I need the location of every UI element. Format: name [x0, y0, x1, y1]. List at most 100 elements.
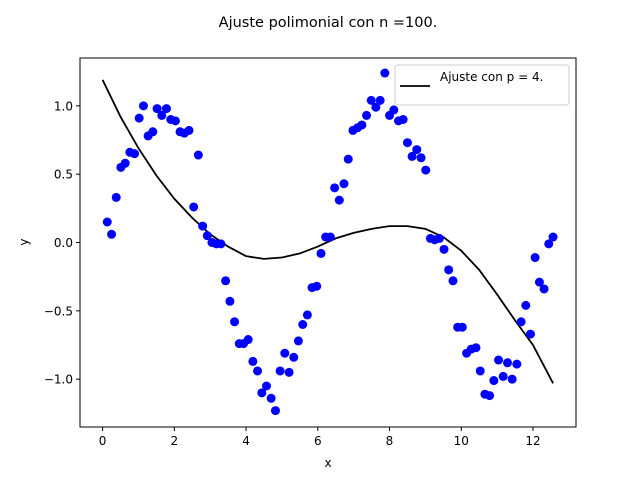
data-point: [389, 105, 399, 115]
x-tick-label: 4: [242, 434, 250, 448]
data-point: [339, 179, 349, 189]
data-point: [280, 348, 290, 358]
data-point: [152, 104, 162, 114]
data-point: [325, 232, 335, 242]
data-point: [221, 276, 231, 286]
legend-label: Ajuste con p = 4.: [440, 70, 543, 84]
data-point: [243, 335, 253, 345]
data-point: [439, 244, 449, 254]
data-point: [457, 322, 467, 332]
data-point: [548, 232, 558, 242]
y-axis-label: y: [17, 238, 31, 245]
data-point: [248, 356, 258, 366]
data-point: [225, 296, 235, 306]
data-point: [161, 104, 171, 114]
data-point: [270, 406, 280, 416]
data-point: [507, 374, 517, 384]
data-point: [343, 154, 353, 164]
data-point: [257, 388, 267, 398]
y-axis-ticks: −1.0 −0.5 0.0 0.5 1.0: [44, 99, 80, 387]
x-tick-label: 10: [454, 434, 469, 448]
legend-box: [394, 64, 570, 106]
data-point: [534, 277, 544, 287]
data-point: [111, 192, 121, 202]
data-point: [293, 336, 303, 346]
y-tick-label: 1.0: [54, 99, 73, 113]
x-tick-label: 12: [525, 434, 540, 448]
data-point: [120, 158, 130, 168]
data-point: [544, 239, 554, 249]
data-point: [503, 358, 512, 368]
x-tick-label: 2: [171, 434, 179, 448]
data-point: [289, 352, 299, 362]
data-point: [498, 371, 508, 381]
data-point: [316, 248, 326, 258]
data-point: [362, 110, 372, 120]
data-point: [494, 355, 504, 365]
data-point: [380, 68, 390, 78]
data-point: [412, 145, 422, 155]
data-point: [216, 239, 226, 249]
data-point: [489, 376, 499, 386]
data-point: [184, 125, 194, 135]
data-point: [198, 221, 208, 231]
data-point: [193, 150, 203, 160]
y-tick-label: 0.0: [54, 236, 73, 250]
data-point: [157, 110, 167, 120]
data-point: [130, 149, 140, 159]
data-point: [284, 367, 294, 377]
data-point: [375, 95, 385, 105]
data-point: [525, 329, 535, 339]
data-point: [448, 276, 458, 286]
fit-line: [101, 79, 554, 384]
data-point: [134, 113, 144, 123]
fit-layer: [101, 79, 554, 384]
data-point: [202, 231, 212, 241]
data-point: [253, 366, 263, 376]
data-point: [539, 284, 549, 294]
data-point: [407, 151, 417, 161]
data-point: [357, 120, 367, 130]
data-point: [189, 202, 199, 212]
data-point: [516, 317, 526, 327]
data-point: [416, 153, 426, 163]
data-point: [485, 391, 495, 401]
points-layer: [102, 68, 558, 416]
data-point: [434, 233, 444, 243]
data-point: [421, 165, 431, 175]
data-point: [275, 366, 285, 376]
data-point: [366, 95, 376, 105]
data-point: [512, 359, 522, 369]
x-axis-label: x: [324, 456, 331, 470]
data-point: [102, 217, 112, 227]
data-point: [312, 281, 322, 291]
data-point: [302, 310, 312, 320]
plot-area: [101, 68, 558, 416]
data-point: [261, 381, 271, 391]
x-tick-label: 8: [386, 434, 394, 448]
data-point: [298, 320, 308, 329]
data-point: [475, 366, 485, 376]
data-point: [230, 317, 240, 327]
data-point: [138, 101, 148, 111]
x-tick-label: 0: [99, 434, 107, 448]
data-point: [148, 127, 158, 137]
y-tick-label: 0.5: [54, 168, 73, 182]
data-point: [402, 138, 412, 148]
data-point: [530, 253, 540, 263]
y-tick-label: −1.0: [44, 373, 73, 387]
data-point: [371, 102, 381, 112]
x-tick-label: 6: [314, 434, 322, 448]
data-point: [266, 393, 276, 403]
data-point: [471, 343, 481, 353]
data-point: [330, 183, 340, 193]
data-point: [398, 115, 408, 124]
data-point: [107, 229, 117, 239]
x-axis-ticks: 0 2 4 6 8 10 12: [99, 427, 541, 448]
data-point: [444, 265, 454, 275]
legend: Ajuste con p = 4.: [394, 64, 570, 106]
chart-title: Ajuste polimonial con n =100.: [219, 15, 438, 31]
y-tick-label: −0.5: [44, 304, 73, 318]
